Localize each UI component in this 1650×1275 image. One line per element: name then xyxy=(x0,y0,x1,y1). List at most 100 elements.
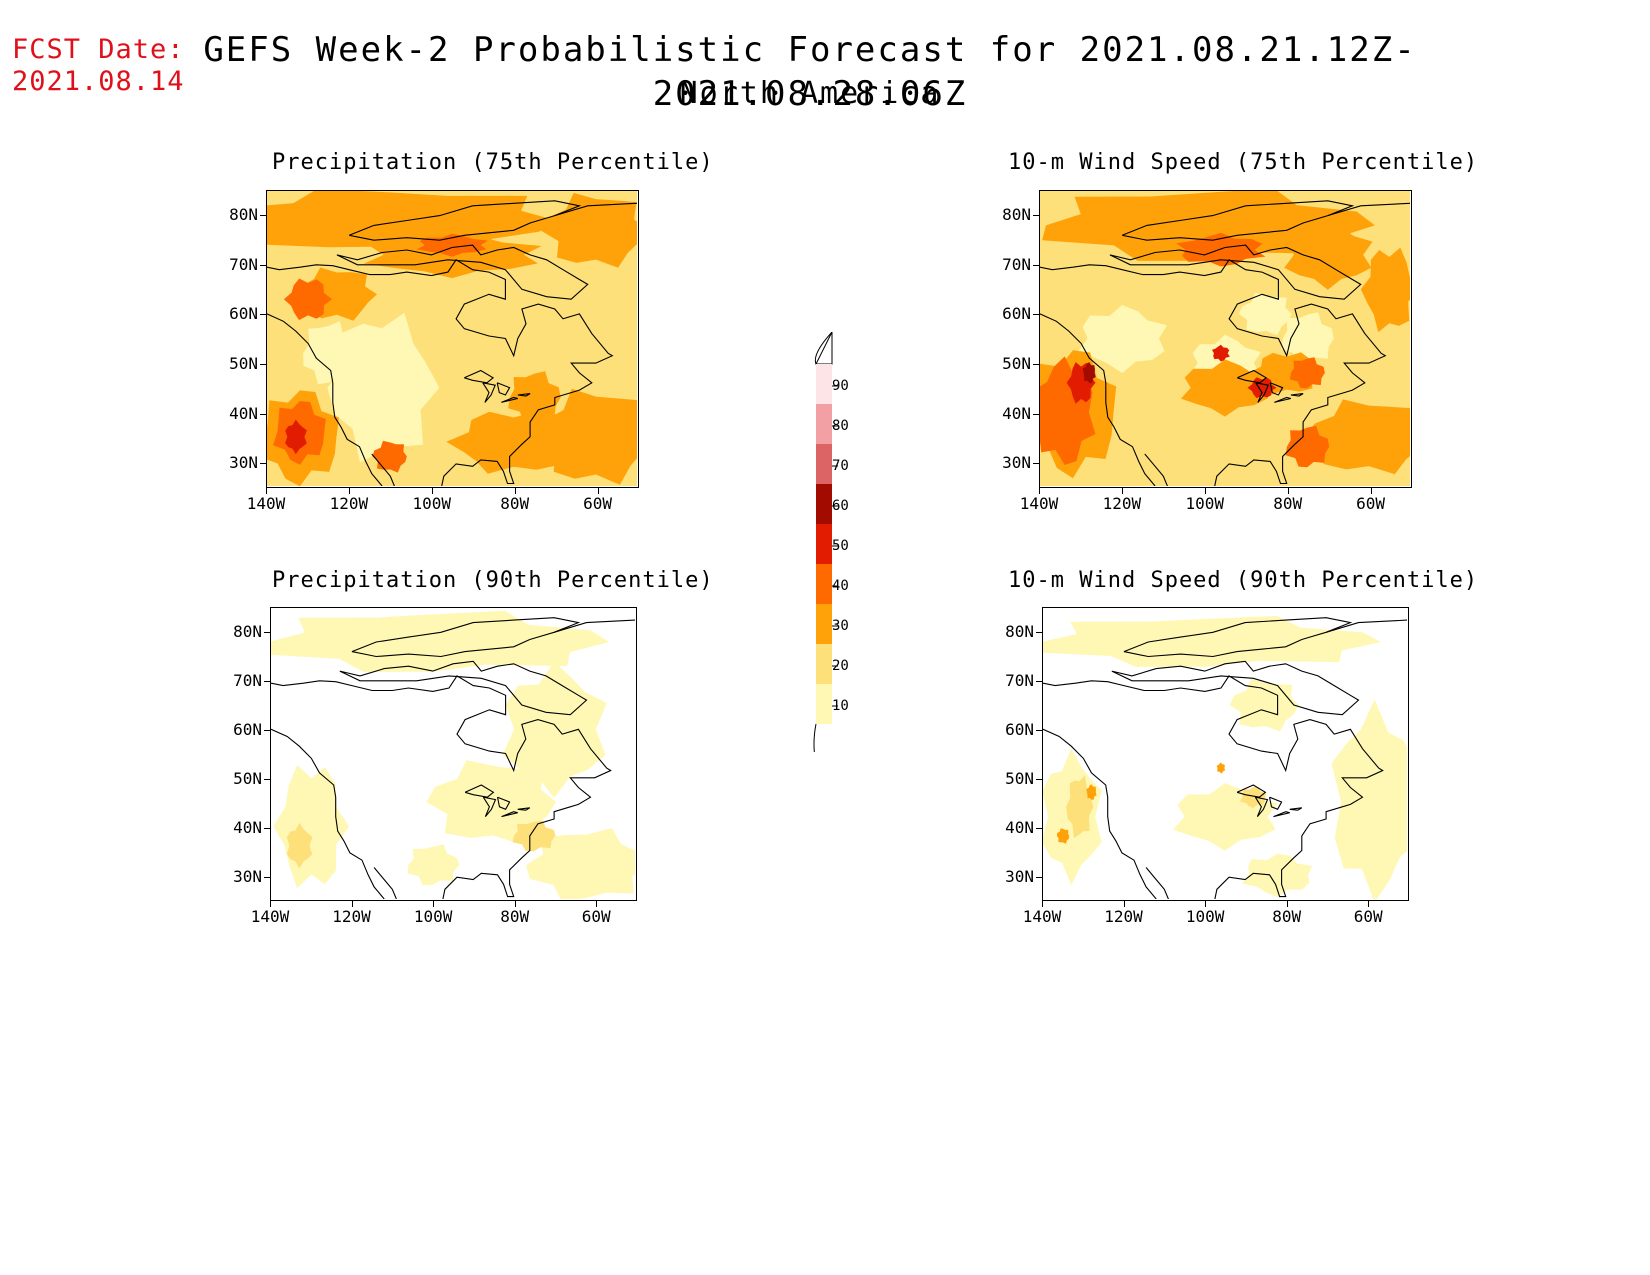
coastline xyxy=(351,617,581,658)
map-precip-90 xyxy=(270,607,637,901)
lat-tick-label: 80N xyxy=(1005,621,1034,641)
coastline xyxy=(1144,453,1168,486)
map-precip-75 xyxy=(266,190,639,488)
coastline xyxy=(1325,619,1407,633)
lon-tick-mark xyxy=(596,901,598,907)
lat-tick-label: 40N xyxy=(229,403,258,423)
coastline xyxy=(501,811,518,818)
contour-region xyxy=(1216,762,1226,774)
lat-tick-label: 60N xyxy=(1005,719,1034,739)
contour-region xyxy=(1331,699,1407,899)
lon-tick-label: 60W xyxy=(583,494,612,513)
lon-tick-label: 140W xyxy=(246,494,286,513)
lon-tick-mark xyxy=(351,901,353,907)
map-wind-75 xyxy=(1039,190,1412,488)
lat-tick-mark xyxy=(1033,413,1039,415)
coastline xyxy=(371,453,395,486)
coastline xyxy=(1236,784,1267,798)
lat-tick-label: 50N xyxy=(233,768,262,788)
coastline xyxy=(1274,396,1291,403)
coastline xyxy=(1040,313,1156,486)
lat-tick-mark xyxy=(260,314,266,316)
contour-region xyxy=(1281,312,1334,365)
coastline xyxy=(267,313,383,486)
lat-tick-label: 60N xyxy=(1002,304,1031,324)
coastline xyxy=(1123,617,1353,658)
coastline xyxy=(1040,259,1387,486)
lon-tick-label: 120W xyxy=(1104,907,1143,926)
lon-tick-mark xyxy=(433,901,435,907)
coastline xyxy=(1254,796,1269,817)
contour-region xyxy=(526,828,635,899)
lat-tick-mark xyxy=(1033,264,1039,266)
lon-tick-label: 100W xyxy=(413,907,453,926)
coastline xyxy=(464,369,495,384)
lat-tick-label: 70N xyxy=(1005,670,1034,690)
lat-tick-mark xyxy=(260,264,266,266)
coastline xyxy=(1290,393,1304,397)
coastline xyxy=(1289,807,1303,811)
lat-tick-label: 70N xyxy=(1002,254,1031,274)
lat-tick-mark xyxy=(260,363,266,365)
colorbar-tick-label: 60 xyxy=(832,498,849,514)
lat-tick-label: 50N xyxy=(229,353,258,373)
contour-region xyxy=(1066,775,1094,839)
lon-tick-label: 60W xyxy=(1356,494,1385,513)
lon-tick-mark xyxy=(431,488,433,494)
contour-region xyxy=(1240,787,1267,808)
lat-tick-mark xyxy=(260,463,266,465)
colorbar xyxy=(808,331,868,765)
contour-region xyxy=(502,661,607,798)
lat-tick-label: 30N xyxy=(229,453,258,473)
contour-region xyxy=(267,191,557,253)
lon-tick-label: 120W xyxy=(329,494,369,513)
lon-tick-label: 140W xyxy=(1022,907,1062,926)
lat-tick-label: 50N xyxy=(1002,353,1031,373)
contour-region xyxy=(1056,828,1070,844)
contour-region xyxy=(1212,344,1230,362)
field-shading xyxy=(267,191,637,486)
map-wind-90 xyxy=(1042,607,1409,901)
lon-tick-mark xyxy=(1286,901,1288,907)
field-shading xyxy=(271,608,635,899)
colorbar-swatch xyxy=(816,364,832,404)
lat-tick-label: 30N xyxy=(233,866,262,886)
lon-tick-label: 100W xyxy=(412,494,452,513)
lon-tick-mark xyxy=(1121,488,1123,494)
lon-tick-mark xyxy=(266,488,267,494)
lon-tick-label: 80W xyxy=(1273,494,1303,513)
contour-region xyxy=(1285,425,1330,468)
colorbar-tick-label: 70 xyxy=(832,458,849,474)
contour-region xyxy=(271,610,610,672)
lat-tick-label: 40N xyxy=(1002,403,1031,423)
contour-region xyxy=(1176,232,1266,267)
colorbar-swatch xyxy=(816,604,832,644)
colorbar-swatch xyxy=(816,484,832,524)
lat-tick-label: 80N xyxy=(1002,204,1031,224)
lat-tick-label: 80N xyxy=(229,204,258,224)
coastline xyxy=(1111,660,1360,716)
lat-tick-label: 70N xyxy=(229,254,258,274)
fcst-date-caption: FCST Date: xyxy=(12,34,185,65)
lat-tick-mark xyxy=(1036,827,1042,829)
coastline xyxy=(1109,244,1362,300)
lat-tick-mark xyxy=(1036,680,1042,682)
contour-region xyxy=(285,419,307,455)
lat-tick-mark xyxy=(1036,778,1042,780)
lon-tick-mark xyxy=(1205,901,1207,907)
contour-region xyxy=(1247,377,1277,399)
lat-tick-mark xyxy=(264,876,270,878)
lon-tick-label: 60W xyxy=(581,907,611,926)
coastline xyxy=(1268,796,1283,810)
lat-tick-label: 60N xyxy=(233,719,262,739)
contour-region xyxy=(508,371,561,424)
contour-region xyxy=(327,312,440,463)
lon-tick-label: 120W xyxy=(332,907,371,926)
lat-tick-label: 70N xyxy=(233,670,262,690)
lon-tick-label: 60W xyxy=(1353,907,1383,926)
lat-tick-mark xyxy=(264,680,270,682)
coastline xyxy=(496,382,511,396)
coastline xyxy=(267,259,614,486)
lat-tick-mark xyxy=(1033,463,1039,465)
contour-region xyxy=(1086,784,1097,800)
